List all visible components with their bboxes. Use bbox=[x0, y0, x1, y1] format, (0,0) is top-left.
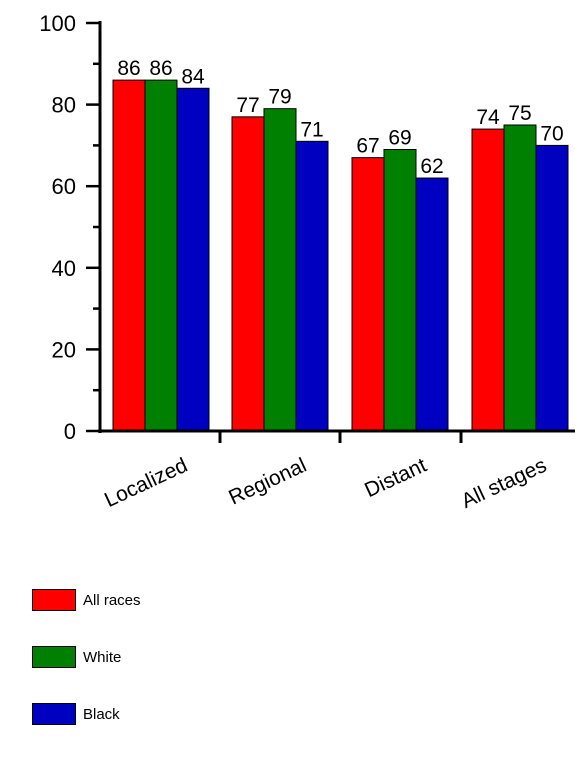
data-label: 79 bbox=[268, 86, 291, 109]
legend-label: All races bbox=[83, 591, 141, 609]
data-label: 86 bbox=[117, 57, 140, 80]
legend-swatch bbox=[32, 703, 76, 725]
legend-item: White bbox=[32, 643, 141, 671]
data-label: 62 bbox=[420, 155, 443, 178]
bar-localized-white bbox=[144, 79, 178, 432]
legend-label: White bbox=[83, 648, 122, 666]
bar-all-stages-black bbox=[535, 144, 569, 432]
data-label: 75 bbox=[508, 102, 531, 125]
data-label: 74 bbox=[476, 106, 500, 129]
bars-group bbox=[112, 79, 569, 432]
y-tick-label: 80 bbox=[52, 93, 76, 118]
bar-distant-all-races bbox=[351, 157, 385, 432]
legend: All races White Black bbox=[32, 586, 141, 757]
x-category-label: Distant bbox=[361, 454, 430, 503]
x-category-label: All stages bbox=[458, 454, 550, 513]
data-label: 84 bbox=[181, 65, 205, 88]
legend-swatch bbox=[32, 589, 76, 611]
bar-regional-white bbox=[263, 108, 297, 432]
bar-regional-black bbox=[295, 140, 329, 432]
x-category-label: Localized bbox=[101, 454, 191, 512]
y-tick-label: 100 bbox=[39, 11, 76, 36]
bar-regional-all-races bbox=[231, 116, 265, 432]
data-label: 69 bbox=[388, 126, 411, 149]
data-label: 67 bbox=[356, 135, 379, 158]
bar-distant-white bbox=[383, 148, 417, 432]
y-tick-label: 60 bbox=[52, 174, 76, 199]
data-labels-group: 86 86 84 77 79 71 67 69 62 74 75 70 bbox=[117, 57, 563, 178]
bar-chart: 86 86 84 77 79 71 67 69 62 74 75 70 0 20 40 60 80 100 Loc… bbox=[39, 11, 575, 513]
bar-all-stages-all-races bbox=[471, 128, 505, 432]
x-category-label: Regional bbox=[225, 454, 310, 510]
legend-label: Black bbox=[83, 705, 120, 723]
legend-item: All races bbox=[32, 586, 141, 614]
data-label: 70 bbox=[540, 122, 563, 145]
bar-localized-all-races bbox=[112, 79, 146, 432]
y-tick-label: 0 bbox=[64, 419, 76, 444]
y-tick-label: 20 bbox=[52, 337, 76, 362]
data-label: 71 bbox=[300, 118, 323, 141]
y-tick-label: 40 bbox=[52, 256, 76, 281]
data-label: 77 bbox=[236, 94, 259, 117]
data-label: 86 bbox=[149, 57, 172, 80]
legend-item: Black bbox=[32, 700, 141, 728]
legend-swatch bbox=[32, 646, 76, 668]
bar-localized-black bbox=[176, 87, 210, 432]
bar-all-stages-white bbox=[503, 124, 537, 432]
bar-distant-black bbox=[415, 177, 449, 432]
